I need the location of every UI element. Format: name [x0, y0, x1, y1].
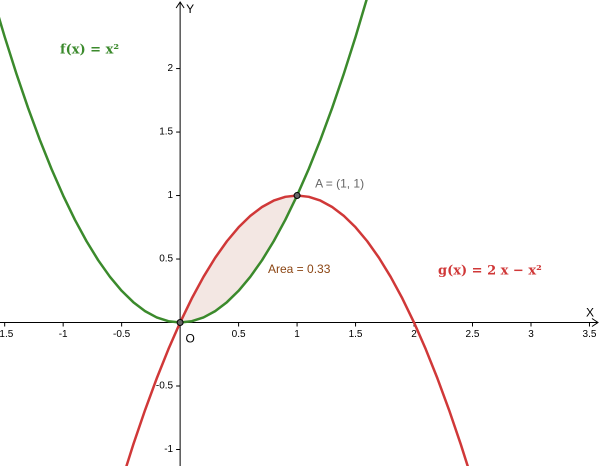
x-tick-label: -1.5	[0, 329, 14, 340]
x-tick-label: -0.5	[113, 329, 131, 340]
area-shading	[179, 195, 298, 323]
y-tick-label: 1.5	[159, 127, 173, 138]
y-axis-label: Y	[186, 2, 194, 16]
x-tick-label: 1	[294, 329, 300, 340]
x-tick-label: 3.5	[583, 329, 597, 340]
area-label: Area = 0.33	[268, 262, 331, 276]
point-label: O	[185, 332, 194, 346]
point	[176, 319, 184, 327]
y-tick-label: 1	[168, 190, 174, 201]
x-tick-label: 0.5	[232, 329, 246, 340]
point	[293, 192, 301, 200]
x-tick-label: -1	[59, 329, 68, 340]
function-label: f(x) = x²	[60, 43, 119, 58]
x-tick-label: 3	[528, 329, 534, 340]
x-axis-arrow	[591, 318, 599, 327]
function-label: g(x) = 2 x − x²	[438, 264, 542, 279]
x-tick-label: 2	[411, 329, 417, 340]
y-tick-label: -1	[164, 444, 173, 455]
point-label: A = (1, 1)	[315, 177, 364, 191]
x-axis-label: X	[586, 306, 594, 320]
y-axis-arrow	[175, 1, 185, 9]
x-tick-label: 1.5	[349, 329, 363, 340]
y-tick-label: 0.5	[159, 254, 173, 265]
y-tick-label: -0.5	[156, 381, 174, 392]
x-tick-label: 2.5	[466, 329, 480, 340]
y-tick-label: 2	[168, 63, 174, 74]
